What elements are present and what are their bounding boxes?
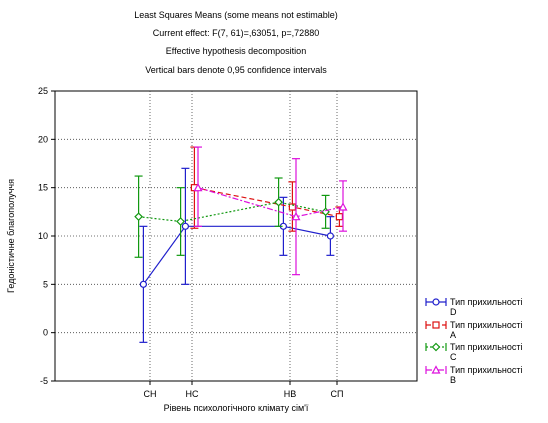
y-tick-label: 0 [43,328,48,338]
y-axis: -5 0 5 10 15 20 25 [38,86,55,386]
y-axis-label: Гедоністичне благополуччя [6,179,16,293]
y-tick-label: 25 [38,86,48,96]
x-axis: СН НС НВ СП [144,381,344,399]
series-point [291,211,301,221]
legend-item: Тип прихильності A [425,320,522,340]
series-point [335,213,343,221]
legend-label: Тип прихильності A [450,320,522,340]
series-1 [139,167,335,343]
legend-label: Тип прихильності D [450,297,522,317]
series-point [326,232,334,240]
y-tick-label: -5 [40,376,48,386]
chart-title-group: Least Squares Means (some means not esti… [134,10,338,75]
series-line [138,201,326,223]
x-tick-label: СН [144,389,157,399]
chart-title-line: Effective hypothesis decomposition [166,46,306,56]
series-point [176,217,185,226]
y-tick-label: 10 [38,231,48,241]
series-point [134,212,143,222]
series-group [134,146,348,343]
legend-point [431,365,441,374]
series-4 [193,146,348,276]
legend-item: Тип прихильності D [425,297,522,317]
legend-point [432,298,440,306]
legend-label: Тип прихильності C [450,342,522,362]
series-point [181,222,189,230]
series-line [197,187,344,218]
series-point [139,280,147,288]
y-tick-label: 15 [38,183,48,193]
x-tick-label: СП [331,389,344,399]
y-tick-label: 5 [43,279,48,289]
series-line [142,225,331,285]
series-point [338,202,348,211]
chart-title-line: Current effect: F(7, 61)=,63051, p=,7288… [153,28,319,38]
legend-label: Тип прихильності B [450,365,522,385]
y-tick-label: 20 [38,134,48,144]
series-2 [190,146,344,232]
x-tick-label: НС [186,389,199,399]
series-point [274,197,283,207]
series-3 [134,175,330,258]
legend-item: Тип прихильності B [425,365,522,385]
legend-point [432,321,440,329]
x-axis-label: Рівень психологічного клімату сім'ї [164,403,309,413]
chart-title-line: Least Squares Means (some means not esti… [134,10,338,20]
grid-lines [55,91,417,381]
chart-title-line: Vertical bars denote 0,95 confidence int… [145,65,327,75]
x-tick-label: НВ [284,389,297,399]
legend-point [431,342,441,352]
series-point [193,182,203,192]
legend-item: Тип прихильності C [425,342,522,362]
